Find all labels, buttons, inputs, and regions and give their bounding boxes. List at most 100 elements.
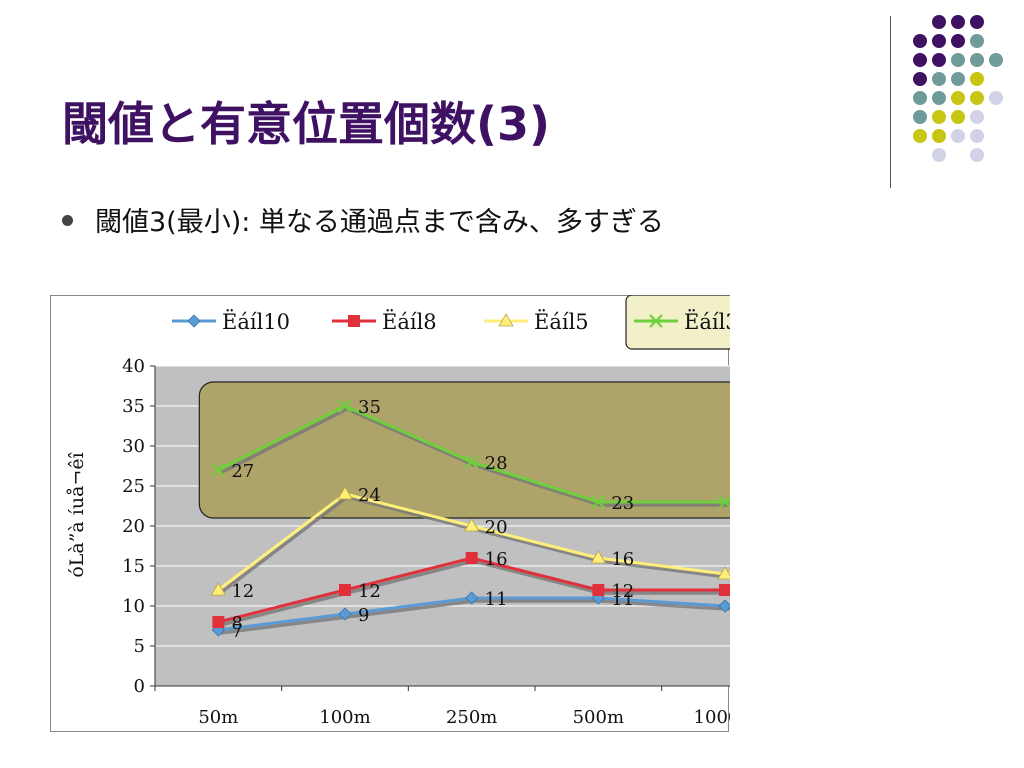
x-tick-label: 500m: [573, 707, 624, 728]
x-tick-label: 50m: [198, 707, 238, 728]
legend-label: Ëáíl5: [534, 310, 589, 334]
data-point: [649, 314, 663, 328]
data-point-stroke: [718, 495, 730, 509]
decor-dot: [970, 110, 984, 124]
decor-dot: [970, 15, 984, 29]
decor-dot: [932, 148, 946, 162]
x-tick-label: 250m: [446, 707, 497, 728]
data-label: 12: [611, 581, 634, 602]
series-line: [217, 492, 730, 592]
y-tick-label: 25: [122, 476, 145, 497]
y-axis-label: óLà”à íuå¬êî: [66, 452, 88, 577]
y-tick-label: 30: [122, 436, 145, 457]
data-point-stroke: [211, 463, 226, 477]
decor-dot: [970, 91, 984, 105]
decor-dot: [989, 53, 1003, 67]
data-point-stroke: [591, 495, 606, 509]
decor-dot: [970, 129, 984, 143]
decor-divider-line: [890, 16, 891, 188]
data-point-stroke: [338, 399, 352, 413]
series-shadow: [219, 559, 730, 627]
decor-dot: [951, 129, 965, 143]
decor-dot: [970, 53, 984, 67]
data-label: 7: [231, 621, 242, 642]
data-point: [210, 582, 227, 596]
data-point-stroke: [649, 314, 663, 328]
data-point: [337, 486, 353, 500]
data-label: 16: [485, 549, 508, 570]
legend-highlight-box: [625, 295, 730, 350]
data-label: 12: [231, 581, 254, 602]
decor-dot: [951, 91, 965, 105]
data-point: [718, 495, 730, 509]
data-point: [591, 495, 606, 509]
decor-dot: [932, 110, 946, 124]
data-point: [338, 399, 352, 413]
decor-dot: [913, 129, 927, 143]
data-label: 8: [231, 613, 242, 634]
plot-area: 051015202530354050m100m250m500m1000m2000…: [122, 356, 730, 728]
line-chart: 051015202530354050m100m250m500m1000m2000…: [50, 295, 730, 732]
decor-dot: [913, 53, 927, 67]
data-point: [463, 518, 480, 532]
y-tick-label: 5: [134, 636, 145, 657]
data-label: 23: [611, 493, 634, 514]
decor-dot: [932, 34, 946, 48]
decor-dot: [913, 72, 927, 86]
data-point: [590, 550, 607, 564]
data-label: 12: [358, 581, 381, 602]
slide-title: 閾値と有意位置個数(3): [62, 97, 551, 151]
decor-dot: [970, 148, 984, 162]
data-point: [464, 455, 479, 469]
data-point: [717, 566, 730, 580]
data-label: 24: [358, 485, 381, 506]
highlight-box: [198, 381, 730, 519]
data-label: 16: [611, 549, 634, 570]
series-shadow: [219, 495, 730, 595]
data-label: 35: [358, 397, 381, 418]
data-point: [348, 315, 360, 327]
series-shadow: [219, 407, 730, 507]
y-tick-label: 40: [122, 356, 145, 377]
legend-label: Ëáíl3: [684, 310, 730, 334]
decor-dot: [970, 34, 984, 48]
legend-label: Ëáíl10: [222, 310, 290, 334]
y-tick-label: 20: [122, 516, 145, 537]
data-point: [338, 607, 352, 621]
decor-dot: [932, 91, 946, 105]
y-tick-label: 10: [122, 596, 145, 617]
y-tick-label: 15: [122, 556, 145, 577]
series-shadow: [220, 599, 730, 635]
decor-dot: [951, 110, 965, 124]
chart-legend: Ëáíl10 Ëáíl8 Ëáíl5 Ëáíl3: [172, 295, 730, 350]
bullet-item: 閾値3(最小): 単なる通過点まで含み、多すぎる: [62, 200, 664, 239]
decor-dot: [989, 91, 1003, 105]
x-tick-label: 1000m: [694, 707, 730, 728]
decor-dot: [951, 72, 965, 86]
y-tick-label: 35: [122, 396, 145, 417]
bullet-dot-icon: [62, 215, 73, 226]
data-point: [718, 599, 730, 613]
decor-dot: [932, 53, 946, 67]
data-point: [339, 584, 351, 596]
decor-dot: [913, 34, 927, 48]
decor-dot: [932, 72, 946, 86]
data-point: [498, 313, 514, 327]
y-tick-label: 0: [134, 676, 145, 697]
bullet-text: 閾値3(最小): 単なる通過点まで含み、多すぎる: [95, 207, 664, 238]
decor-dot: [913, 91, 927, 105]
data-point: [719, 584, 730, 596]
data-label: 20: [485, 517, 508, 538]
decor-dot: [932, 129, 946, 143]
decor-dot: [951, 53, 965, 67]
decor-dot: [951, 34, 965, 48]
data-point: [465, 552, 478, 564]
data-point-stroke: [464, 455, 479, 469]
decor-dot: [913, 110, 927, 124]
data-point: [465, 591, 479, 605]
data-point: [592, 584, 605, 596]
series-line: [218, 596, 730, 632]
decor-dot: [951, 15, 965, 29]
series-line: [217, 404, 730, 504]
data-label: 27: [231, 461, 254, 482]
